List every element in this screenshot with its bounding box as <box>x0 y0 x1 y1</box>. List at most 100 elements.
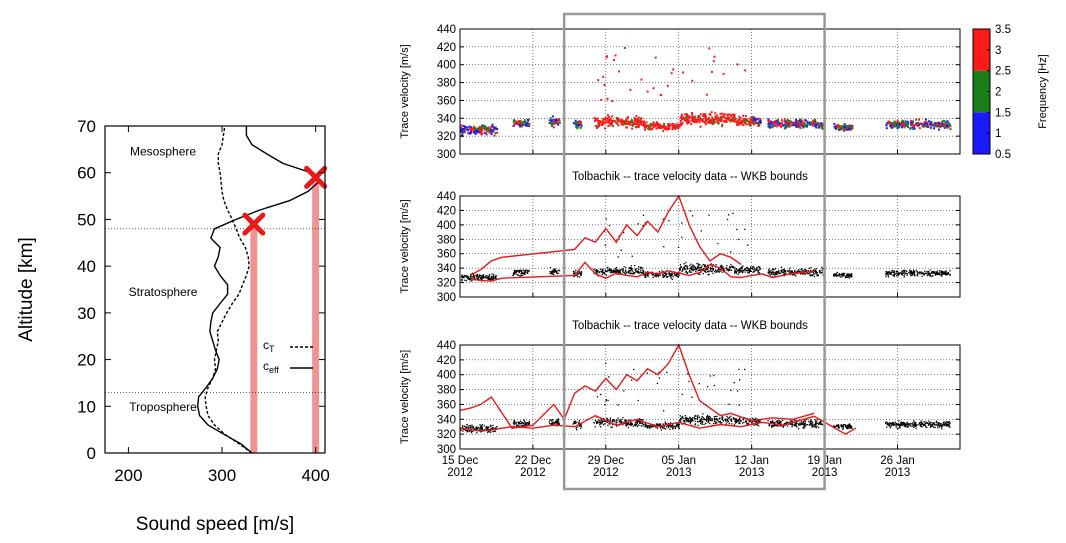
scatter-point <box>495 277 498 279</box>
scatter-point <box>652 87 655 90</box>
scatter-point <box>662 273 664 275</box>
scatter-point <box>778 270 780 273</box>
scatter-point <box>662 129 665 132</box>
scatter-point <box>938 128 940 131</box>
scatter-point <box>694 119 697 122</box>
scatter-point <box>897 427 900 429</box>
scatter-point <box>930 421 932 424</box>
scatter-point <box>647 425 649 427</box>
scatter-point <box>806 120 809 123</box>
scatter-point <box>924 423 927 425</box>
scatter-point <box>635 271 637 273</box>
scatter-point <box>644 271 647 273</box>
scatter-point <box>608 224 611 227</box>
scatter-point <box>722 420 725 422</box>
scatter-point <box>686 265 688 267</box>
scatter-point <box>487 428 489 431</box>
scatter-point <box>461 280 463 282</box>
scatter-point <box>667 427 670 429</box>
scatter-point <box>558 422 560 424</box>
scatter-point <box>730 269 733 271</box>
scatter-point <box>715 118 718 121</box>
colorbar-red-segment <box>973 29 990 71</box>
scatter-point <box>742 124 745 127</box>
scatter-point <box>495 275 497 277</box>
scatter-point <box>812 274 814 276</box>
scatter-point <box>600 98 603 101</box>
scatter-point <box>675 274 677 276</box>
scatter-point <box>474 130 477 133</box>
scatter-point <box>708 418 710 420</box>
scatter-point <box>946 425 948 427</box>
scatter-point <box>892 423 895 426</box>
scatter-point <box>613 59 615 61</box>
scatter-point <box>596 420 599 423</box>
scatter-point <box>890 425 892 427</box>
scatter-point <box>905 122 908 125</box>
scatter-point <box>698 416 701 418</box>
scatter-point <box>675 425 677 427</box>
scatter-point <box>782 269 784 271</box>
scatter-point <box>647 273 649 276</box>
scatter-point <box>614 421 616 423</box>
scatter-point <box>713 418 716 420</box>
scatter-point <box>894 421 896 423</box>
scatter-point <box>646 273 648 275</box>
scatter-point <box>626 422 629 424</box>
scatter-point <box>912 424 914 426</box>
scatter-point <box>594 270 597 272</box>
scatter-point <box>708 113 711 115</box>
scatter-point <box>708 421 710 423</box>
scatter-point <box>641 272 644 274</box>
scatter-point <box>782 426 784 428</box>
scatter-point <box>784 273 786 275</box>
scatter-point <box>799 120 802 123</box>
scatter-point <box>485 275 487 277</box>
scatter-point <box>470 432 473 434</box>
scatter-point <box>738 117 741 120</box>
scatter-point <box>688 420 690 422</box>
scatter-point <box>524 269 527 271</box>
scatter-point <box>658 271 661 273</box>
scatter-point <box>628 270 630 272</box>
scatter-point <box>835 275 838 277</box>
scatter-point <box>933 272 935 274</box>
scatter-point <box>921 271 923 273</box>
scatter-point <box>601 420 604 422</box>
scatter-point <box>634 269 636 271</box>
scatter-point <box>465 429 467 431</box>
scatter-point <box>469 430 471 432</box>
scatter-point <box>904 273 906 275</box>
scatter-point <box>606 417 608 420</box>
scatter-point <box>694 267 697 269</box>
scatter-point <box>715 269 717 271</box>
region-label: Stratosphere <box>129 285 198 299</box>
scatter-point <box>822 267 824 270</box>
scatter-point <box>476 276 478 278</box>
profile-line-ceff <box>196 126 320 454</box>
scatter-point <box>708 117 710 120</box>
scatter-point <box>494 278 496 280</box>
scatter-point <box>850 425 853 427</box>
scatter-point <box>679 267 681 269</box>
scatter-point <box>524 270 527 272</box>
scatter-point <box>679 270 681 272</box>
scatter-point <box>709 418 711 420</box>
scatter-point <box>803 122 806 124</box>
scatter-point <box>751 117 754 120</box>
scatter-point <box>692 267 694 269</box>
scatter-point <box>520 275 522 277</box>
scatter-point <box>752 268 754 271</box>
scatter-point <box>463 131 466 134</box>
scatter-point <box>742 118 745 121</box>
scatter-point <box>788 119 791 122</box>
scatter-point <box>771 271 773 274</box>
scatter-point <box>470 275 472 277</box>
scatter-point <box>686 268 688 270</box>
scatter-point <box>836 124 839 127</box>
scatter-point <box>481 124 484 127</box>
scatter-point <box>843 424 845 426</box>
scatter-point <box>739 271 741 274</box>
scatter-point <box>480 276 483 278</box>
